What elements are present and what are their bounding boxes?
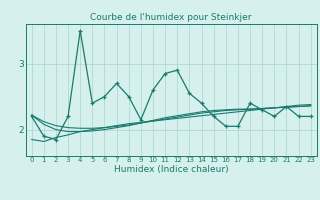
Title: Courbe de l'humidex pour Steinkjer: Courbe de l'humidex pour Steinkjer	[91, 13, 252, 22]
X-axis label: Humidex (Indice chaleur): Humidex (Indice chaleur)	[114, 165, 228, 174]
